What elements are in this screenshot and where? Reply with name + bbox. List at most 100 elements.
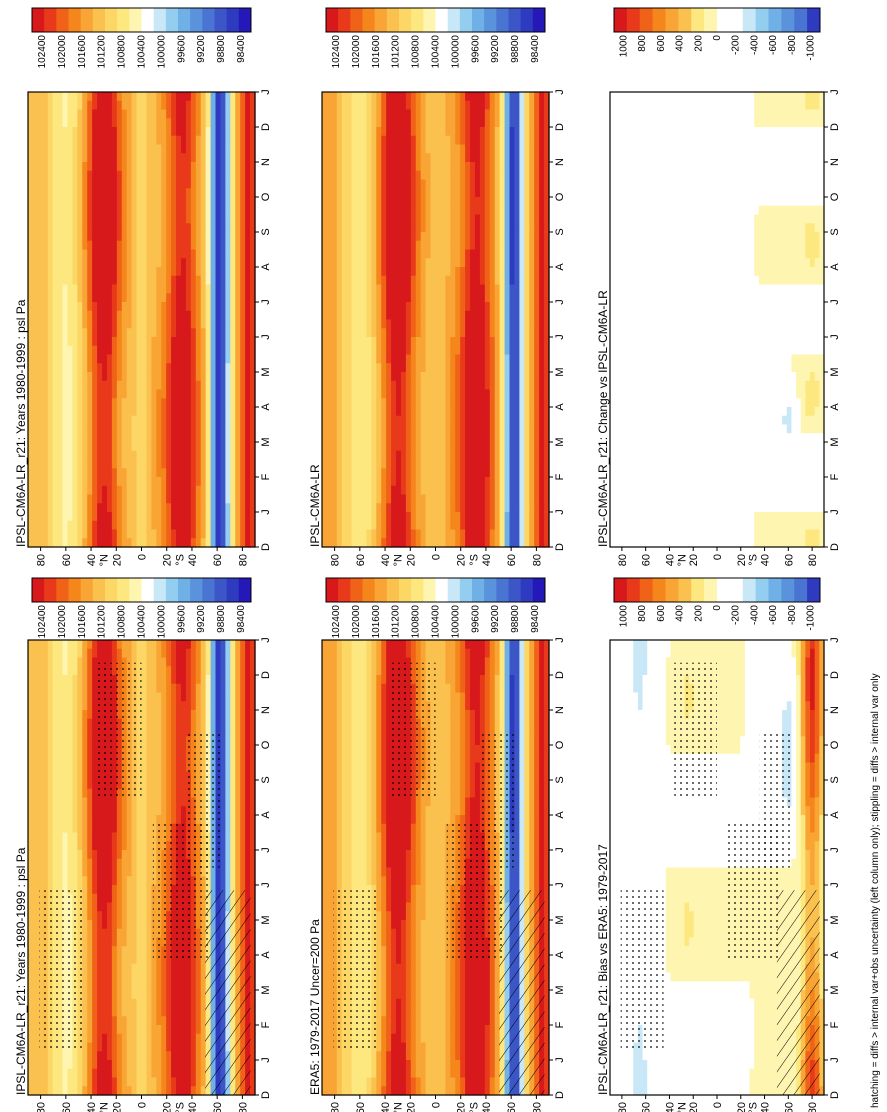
heatmap-cell: [190, 214, 197, 224]
heatmap-cell: [67, 328, 74, 338]
heatmap-cell: [225, 450, 231, 461]
heatmap-cell: [171, 538, 177, 548]
heatmap-cell: [72, 683, 78, 694]
heatmap-cell: [166, 666, 172, 676]
heatmap-cell: [102, 797, 108, 807]
heatmap-cell: [220, 640, 226, 650]
heatmap-cell: [102, 127, 108, 137]
heatmap-cell: [28, 162, 34, 172]
heatmap-cell: [116, 815, 123, 825]
heatmap-cell: [111, 232, 118, 242]
heatmap-cell: [52, 372, 59, 382]
heatmap-cell: [171, 275, 177, 286]
heatmap-cell: [225, 424, 231, 434]
heatmap-cell: [111, 823, 118, 834]
heatmap-cell: [200, 197, 207, 207]
heatmap-cell: [28, 858, 34, 869]
heatmap-cell: [42, 538, 49, 548]
heatmap-cell: [215, 109, 222, 119]
heatmap-cell: [42, 736, 49, 746]
heatmap-cell: [136, 293, 143, 303]
heatmap-cell: [185, 692, 192, 702]
heatmap-cell: [111, 806, 118, 816]
heatmap-cell: [72, 692, 78, 702]
heatmap-cell: [62, 258, 69, 268]
heatmap-cell: [37, 127, 44, 137]
heatmap-cell: [131, 1033, 138, 1044]
heatmap-cell: [161, 398, 167, 408]
heatmap-cell: [32, 363, 39, 373]
heatmap-cell: [37, 727, 44, 737]
heatmap-cell: [52, 319, 59, 329]
heatmap-cell: [166, 284, 172, 294]
heatmap-cell: [230, 815, 236, 825]
heatmap-cell: [156, 701, 162, 711]
month-tick-label: J: [260, 882, 272, 888]
heatmap-cell: [146, 683, 152, 694]
heatmap-cell: [102, 179, 108, 189]
heatmap-cell: [136, 503, 143, 513]
heatmap-cell: [67, 797, 74, 807]
heatmap-cell: [111, 477, 118, 487]
heatmap-cell: [72, 337, 78, 347]
heatmap-cell: [230, 538, 236, 548]
heatmap-cell: [161, 415, 167, 426]
heatmap-cell: [200, 240, 207, 251]
heatmap-cell: [32, 170, 39, 181]
heatmap-cell: [240, 293, 246, 303]
heatmap-cell: [141, 232, 148, 242]
heatmap-cell: [200, 319, 207, 329]
heatmap-cell: [185, 718, 192, 729]
heatmap-cell: [245, 144, 251, 154]
heatmap-cell: [126, 179, 133, 189]
heatmap-cell: [176, 232, 182, 242]
heatmap-cell: [52, 109, 59, 119]
heatmap-cell: [116, 380, 123, 391]
heatmap-cell: [47, 284, 54, 294]
heatmap-cell: [42, 135, 49, 146]
heatmap-cell: [52, 468, 59, 478]
heatmap-cell: [72, 398, 78, 408]
heatmap-cell: [72, 319, 78, 329]
heatmap-cell: [322, 745, 328, 755]
heatmap-cell: [72, 701, 78, 711]
heatmap-cell: [245, 100, 251, 111]
heatmap-cell: [205, 520, 212, 531]
heatmap-cell: [240, 433, 246, 443]
heatmap-cell: [87, 214, 93, 224]
heatmap-cell: [87, 683, 93, 694]
heatmap-cell: [190, 310, 197, 321]
heatmap-cell: [215, 494, 222, 504]
heatmap-cell: [250, 701, 256, 711]
heatmap-cell: [250, 424, 256, 434]
heatmap-cell: [215, 433, 222, 443]
heatmap-cell: [195, 955, 202, 965]
heatmap-cell: [131, 1060, 138, 1070]
heatmap-cell: [195, 710, 202, 720]
heatmap-cell: [250, 1086, 256, 1096]
heatmap-cell: [131, 902, 138, 912]
heatmap-cell: [146, 319, 152, 329]
heatmap-cell: [176, 692, 182, 702]
heatmap-cell: [82, 657, 88, 667]
heatmap-cell: [92, 1086, 98, 1096]
heatmap-cell: [230, 223, 236, 233]
heatmap-cell: [180, 1086, 187, 1096]
heatmap-cell: [121, 797, 128, 807]
heatmap-cell: [62, 771, 69, 781]
heatmap-cell: [62, 223, 69, 233]
heatmap-cell: [166, 1077, 172, 1087]
heatmap-cell: [225, 372, 231, 382]
heatmap-cell: [220, 258, 226, 268]
heatmap-cell: [72, 806, 78, 816]
heatmap-cell: [220, 275, 226, 286]
heatmap-cell: [57, 657, 64, 667]
heatmap-cell: [106, 885, 113, 895]
heatmap-cell: [52, 442, 59, 452]
heatmap-cell: [37, 240, 44, 251]
heatmap-cell: [166, 477, 172, 487]
heatmap-cell: [161, 1068, 167, 1079]
heatmap-cell: [72, 302, 78, 312]
heatmap-cell: [230, 710, 236, 720]
heatmap-cell: [245, 170, 251, 181]
